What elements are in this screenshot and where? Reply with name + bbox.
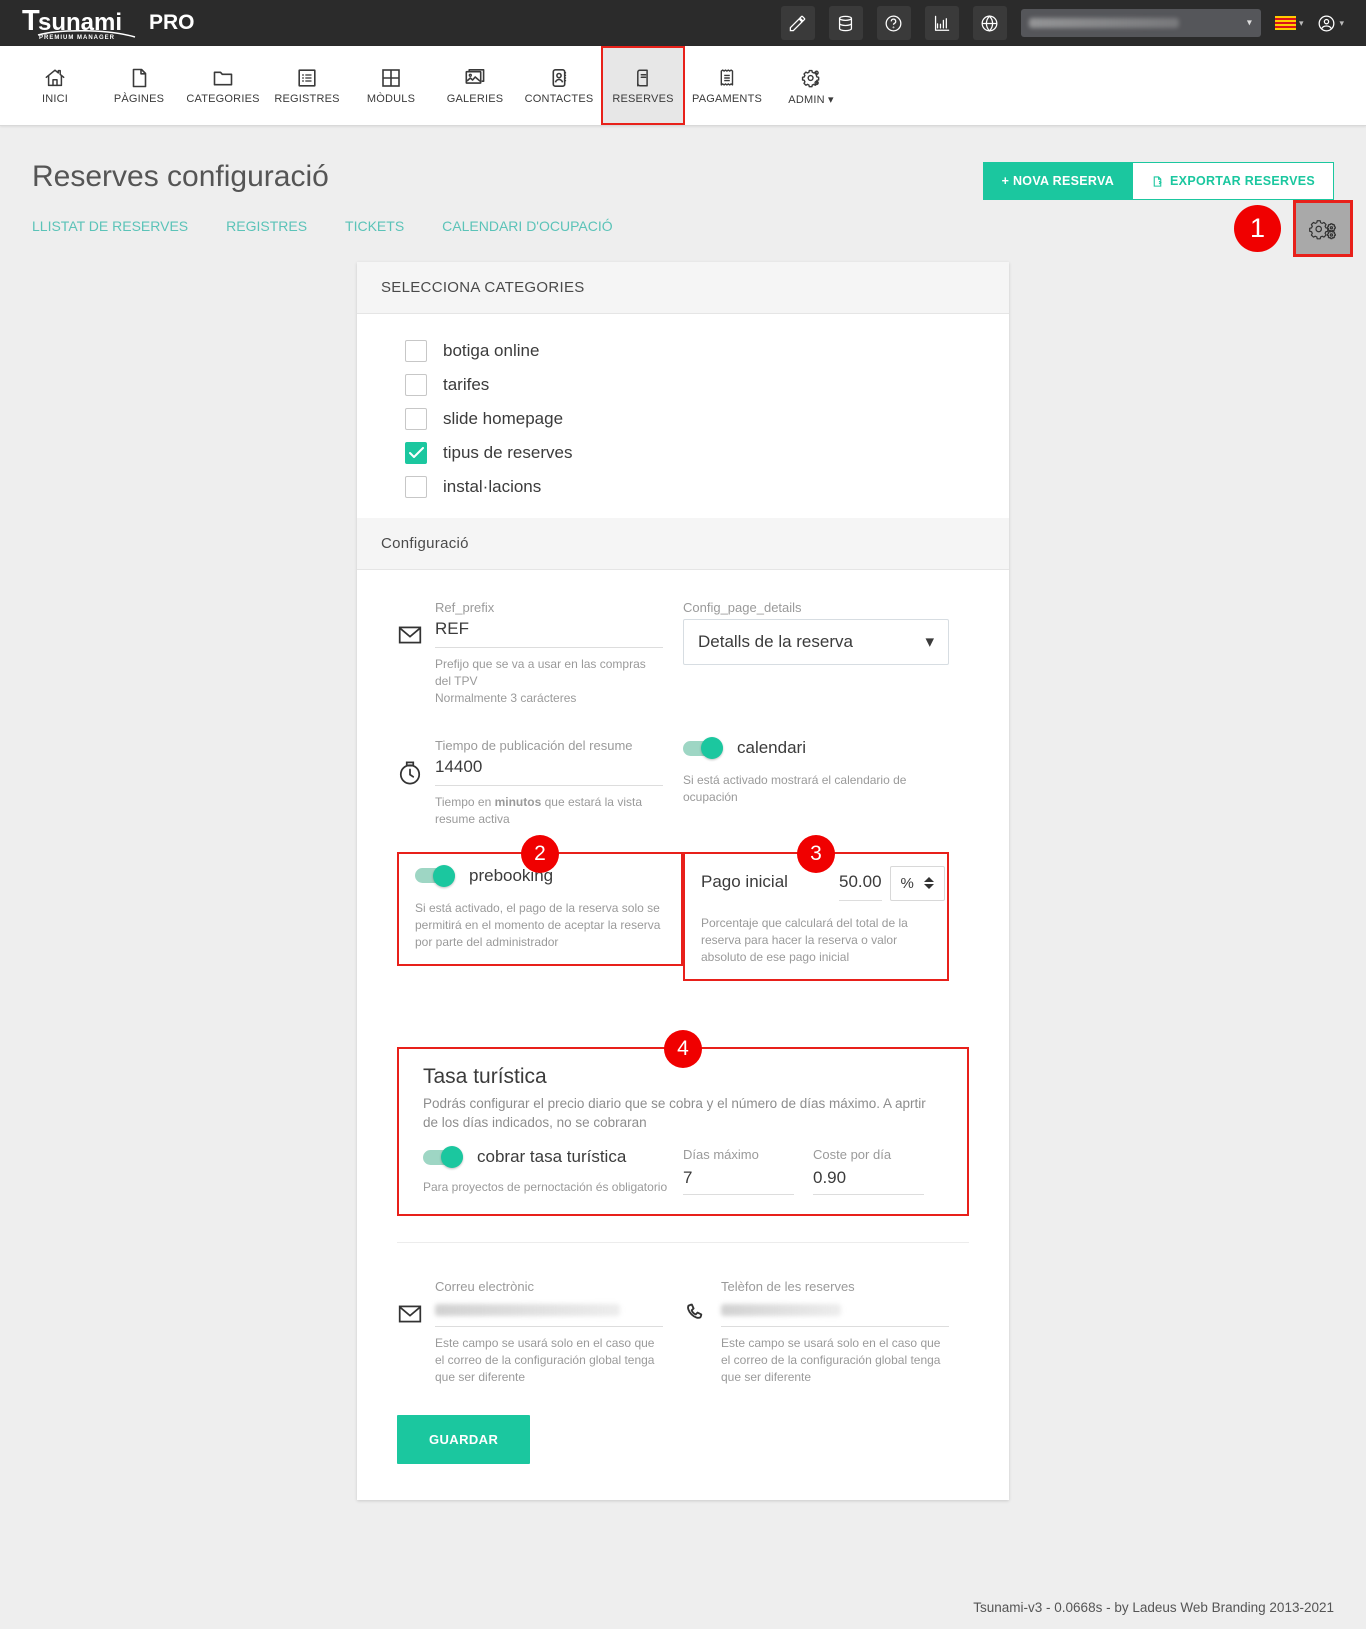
svg-text:PRO: PRO <box>149 11 195 34</box>
svg-text:PREMIUM MANAGER: PREMIUM MANAGER <box>39 35 115 40</box>
